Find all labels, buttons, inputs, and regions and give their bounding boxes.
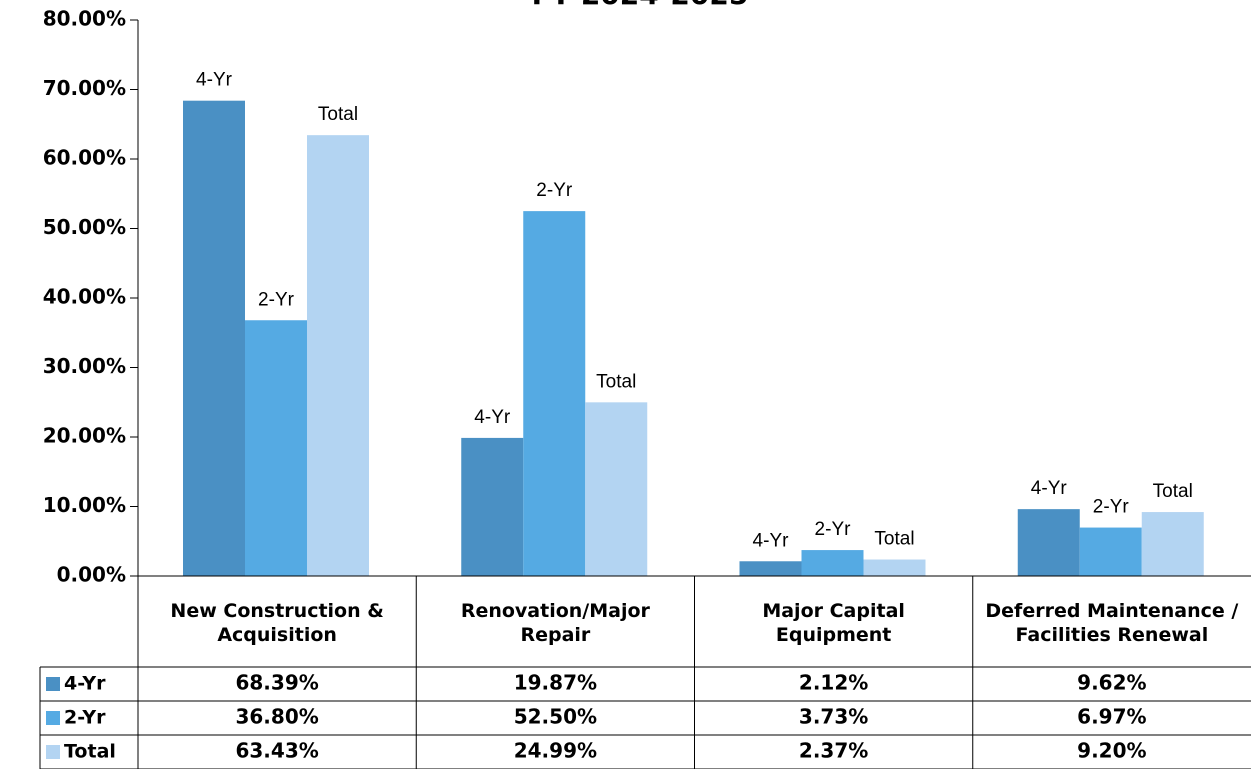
y-tick-label: 50.00% <box>43 215 126 239</box>
y-tick-label: 80.00% <box>43 7 126 31</box>
table-value: 2.37% <box>799 739 868 763</box>
y-tick-label: 20.00% <box>43 424 126 448</box>
bar <box>801 550 864 576</box>
bar <box>245 320 307 576</box>
legend-swatch <box>46 745 60 759</box>
y-tick-label: 70.00% <box>43 76 126 100</box>
y-tick-label: 60.00% <box>43 146 126 170</box>
bar-series-label: 4-Yr <box>196 70 233 91</box>
bar-series-label: Total <box>318 104 358 125</box>
bar <box>1079 527 1142 576</box>
legend-label: Total <box>64 741 116 763</box>
bar-series-label: Total <box>874 529 914 550</box>
bar-series-label: 4-Yr <box>753 530 790 551</box>
bar <box>863 559 926 576</box>
bar-series-label: Total <box>596 371 636 392</box>
legend-label: 2-Yr <box>64 707 106 729</box>
table-value: 68.39% <box>235 671 318 695</box>
table-value: 9.20% <box>1077 739 1146 763</box>
bar <box>183 100 245 576</box>
table-value: 52.50% <box>514 705 597 729</box>
bar-series-label: 2-Yr <box>536 180 573 201</box>
bar <box>523 211 586 576</box>
category-label: Renovation/Major Repair <box>460 599 650 646</box>
y-tick-label: 10.00% <box>43 493 126 517</box>
chart-title: FY 2024-2025 <box>532 0 749 11</box>
table-value: 9.62% <box>1077 671 1146 695</box>
category-label: Deferred Maintenance / Facilities Renewa… <box>985 599 1239 646</box>
bar <box>739 561 802 576</box>
y-tick-label: 0.00% <box>57 563 126 587</box>
bar <box>585 402 648 576</box>
table-value: 2.12% <box>799 671 868 695</box>
bar <box>461 437 524 576</box>
legend-swatch <box>46 711 60 725</box>
table-value: 3.73% <box>799 705 868 729</box>
bar <box>1141 512 1204 576</box>
bar-series-label: 2-Yr <box>815 519 852 540</box>
table-value: 6.97% <box>1077 705 1146 729</box>
bar-series-label: 2-Yr <box>1093 497 1130 518</box>
y-tick-label: 40.00% <box>43 285 126 309</box>
y-tick-label: 30.00% <box>43 354 126 378</box>
bar-series-label: 4-Yr <box>474 407 511 428</box>
legend-swatch <box>46 677 60 691</box>
bar-series-label: 4-Yr <box>1031 478 1068 499</box>
bar-series-label: 2-Yr <box>258 289 295 310</box>
table-value: 24.99% <box>514 739 597 763</box>
legend-label: 4-Yr <box>64 673 106 695</box>
category-label: New Construction & Acquisition <box>170 599 384 646</box>
bar <box>1017 509 1080 576</box>
bar-series-label: Total <box>1153 481 1193 502</box>
category-label: Major Capital Equipment <box>762 599 905 646</box>
table-value: 63.43% <box>235 739 318 763</box>
bar <box>307 135 369 576</box>
table-value: 19.87% <box>514 671 597 695</box>
table-value: 36.80% <box>235 705 318 729</box>
